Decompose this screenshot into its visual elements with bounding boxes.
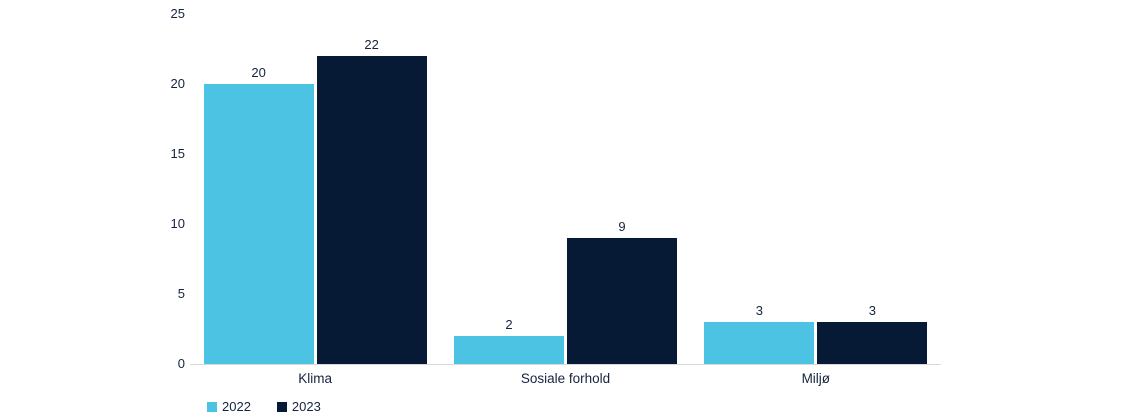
bar-2022-klima [203,84,314,364]
legend-item-2023[interactable]: 2023 [276,399,321,414]
legend-label: 2023 [291,399,321,414]
barwrap-2022-klima: 20 [203,65,314,364]
category-label-klima: Klima [298,371,333,386]
category-label-milj-: Miljø [801,371,831,386]
value-label: 2 [505,317,513,332]
legend-label: 2022 [222,399,251,414]
barwrap-2023-sosiale-forhold: 9 [566,219,677,364]
barwrap-2022-milj-: 3 [704,303,815,364]
y-tick-label: 25 [170,6,185,21]
y-tick-label: 5 [177,286,185,301]
barwrap-2023-milj-: 3 [817,303,928,364]
category-label-sosiale-forhold: Sosiale forhold [520,371,611,386]
x-axis: Klima Sosiale forhold Miljø [190,371,941,387]
bar-2022-sosiale-forhold [453,336,564,364]
bar-2023-milj- [817,322,928,364]
barwrap-2022-sosiale-forhold: 2 [453,317,564,364]
legend-swatch-icon [207,402,217,412]
legend: 2022 2023 [207,400,321,414]
value-label: 9 [618,219,626,234]
bar-2022-milj- [704,322,815,364]
value-label: 20 [251,65,266,80]
y-tick-label: 15 [170,146,185,161]
value-label: 3 [755,303,763,318]
plot-area: 20 22 2 9 3 3 [190,14,941,365]
bar-2023-sosiale-forhold [566,238,677,364]
y-tick-label: 20 [170,76,185,91]
barwrap-2023-klima: 22 [316,37,427,364]
y-tick-label: 10 [170,216,185,231]
bar-2023-klima [316,56,427,364]
legend-item-2022[interactable]: 2022 [207,400,251,414]
value-label: 3 [868,303,876,318]
legend-swatch-icon [276,402,287,412]
y-tick-label: 0 [177,356,185,371]
value-label: 22 [364,37,379,52]
bar-group-klima: 20 22 [190,14,440,364]
